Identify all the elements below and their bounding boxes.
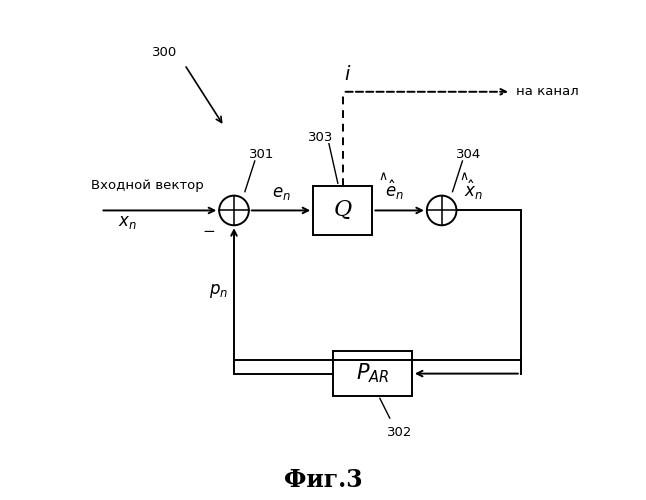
Text: Фиг.3: Фиг.3 <box>284 468 362 492</box>
Text: $-$: $-$ <box>202 223 215 237</box>
Text: $p_n$: $p_n$ <box>209 282 228 300</box>
Text: $P_{AR}$: $P_{AR}$ <box>356 362 389 386</box>
Text: $x_n$: $x_n$ <box>118 214 137 232</box>
Text: на канал: на канал <box>516 86 579 98</box>
Text: 300: 300 <box>152 46 178 59</box>
Text: 302: 302 <box>387 426 412 438</box>
Text: 301: 301 <box>249 148 274 161</box>
Text: 304: 304 <box>456 148 481 161</box>
Text: $e_n$: $e_n$ <box>271 184 290 202</box>
Text: Входной вектор: Входной вектор <box>90 178 203 192</box>
Text: $\wedge$: $\wedge$ <box>377 170 387 183</box>
Text: $\hat{e}_n$: $\hat{e}_n$ <box>385 178 404 202</box>
Text: $\wedge$: $\wedge$ <box>459 170 468 183</box>
Bar <box>333 352 412 396</box>
Text: Q: Q <box>333 200 352 222</box>
Text: 303: 303 <box>308 130 333 143</box>
Text: $\hat{x}_n$: $\hat{x}_n$ <box>464 178 483 202</box>
Bar <box>313 186 373 235</box>
Text: $i$: $i$ <box>344 66 351 84</box>
